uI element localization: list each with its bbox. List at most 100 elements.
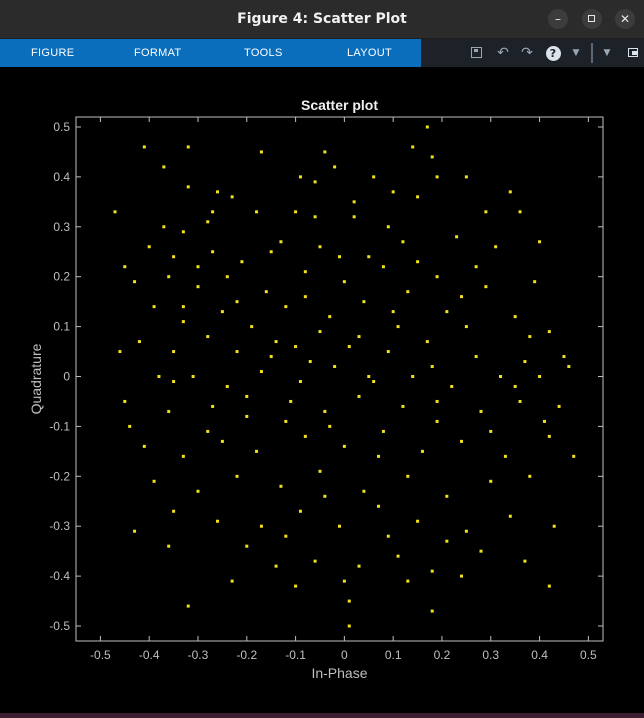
scatter-point bbox=[289, 399, 293, 403]
scatter-point bbox=[211, 210, 215, 214]
scatter-point bbox=[318, 469, 322, 473]
scatter-point bbox=[533, 280, 537, 284]
scatter-point bbox=[142, 145, 146, 149]
scatter-point bbox=[123, 399, 127, 403]
scatter-point bbox=[464, 175, 468, 179]
scatter-point bbox=[367, 375, 371, 379]
scatter-point bbox=[157, 375, 161, 379]
scatter-point bbox=[372, 175, 376, 179]
scatter-point bbox=[572, 454, 576, 458]
scatter-point bbox=[328, 315, 332, 319]
scatter-point bbox=[474, 265, 478, 269]
undo-icon[interactable]: ↶ bbox=[497, 45, 509, 61]
scatter-point bbox=[362, 300, 366, 304]
x-axis-label: In-Phase bbox=[311, 665, 367, 681]
scatter-point bbox=[474, 355, 478, 359]
save-icon[interactable] bbox=[466, 43, 486, 63]
scatter-point bbox=[255, 210, 259, 214]
scatter-point bbox=[357, 335, 361, 339]
close-icon: ✕ bbox=[619, 12, 631, 26]
scatter-point bbox=[181, 320, 185, 324]
scatter-point bbox=[245, 414, 249, 418]
scatter-point bbox=[381, 265, 385, 269]
scatter-point bbox=[406, 579, 410, 583]
scatter-point bbox=[191, 375, 195, 379]
scatter-point bbox=[147, 245, 151, 249]
scatter-point bbox=[411, 375, 415, 379]
scatter-point bbox=[230, 579, 234, 583]
scatter-point bbox=[211, 250, 215, 254]
x-tick-label: 0.4 bbox=[531, 648, 548, 662]
scatter-point bbox=[538, 375, 542, 379]
toolstrip-tabs: FIGURE FORMAT TOOLS LAYOUT bbox=[0, 39, 421, 67]
scatter-point bbox=[323, 150, 327, 154]
scatter-point bbox=[294, 345, 298, 349]
title-bar[interactable]: Figure 4: Scatter Plot – ✕ bbox=[0, 0, 644, 39]
tab-figure[interactable]: FIGURE bbox=[31, 47, 75, 59]
scatter-point bbox=[347, 624, 351, 628]
scatter-point bbox=[494, 245, 498, 249]
scatter-point bbox=[445, 539, 449, 543]
scatter-point bbox=[377, 504, 381, 508]
scatter-point bbox=[459, 295, 463, 299]
scatter-point bbox=[206, 429, 210, 433]
scatter-point bbox=[420, 449, 424, 453]
tab-tools[interactable]: TOOLS bbox=[244, 47, 283, 59]
help-dropdown-icon[interactable]: ▼ bbox=[572, 48, 580, 58]
scatter-point bbox=[450, 384, 454, 388]
scatter-point bbox=[503, 454, 507, 458]
scatter-point bbox=[142, 444, 146, 448]
y-tick-label: -0.2 bbox=[49, 469, 70, 483]
scatter-point bbox=[459, 574, 463, 578]
y-tick-label: -0.1 bbox=[49, 419, 70, 433]
y-tick-label: 0.4 bbox=[53, 170, 70, 184]
scatter-point bbox=[386, 534, 390, 538]
scatter-point bbox=[342, 280, 346, 284]
toolbar-separator bbox=[591, 43, 593, 63]
scatter-point bbox=[172, 379, 176, 383]
scatter-point bbox=[401, 404, 405, 408]
scatter-point bbox=[435, 175, 439, 179]
undock-icon[interactable] bbox=[623, 43, 643, 63]
scatter-point bbox=[274, 340, 278, 344]
scatter-point bbox=[396, 554, 400, 558]
scatter-point bbox=[308, 360, 312, 364]
tab-format[interactable]: FORMAT bbox=[134, 47, 182, 59]
x-tick-label: 0.2 bbox=[434, 648, 451, 662]
scatter-point bbox=[196, 285, 200, 289]
scatter-point bbox=[455, 235, 459, 239]
x-tick-label: 0.5 bbox=[580, 648, 597, 662]
scatter-point bbox=[318, 330, 322, 334]
scatter-point bbox=[181, 230, 185, 234]
scatter-point bbox=[557, 404, 561, 408]
dock-dropdown-icon[interactable]: ▼ bbox=[603, 48, 611, 58]
close-button[interactable]: ✕ bbox=[615, 9, 635, 29]
help-icon[interactable]: ? bbox=[543, 43, 563, 63]
redo-icon[interactable]: ↷ bbox=[521, 45, 533, 61]
minimize-button[interactable]: – bbox=[548, 9, 568, 29]
scatter-chart: Scatter plot In-Phase Quadrature -0.5 -0.… bbox=[0, 67, 644, 713]
scatter-point bbox=[313, 180, 317, 184]
tab-layout[interactable]: LAYOUT bbox=[347, 47, 392, 59]
scatter-point bbox=[225, 384, 229, 388]
window-title: Figure 4: Scatter Plot bbox=[237, 11, 407, 27]
scatter-points bbox=[113, 125, 576, 628]
scatter-point bbox=[391, 310, 395, 314]
scatter-point bbox=[464, 529, 468, 533]
scatter-point bbox=[279, 484, 283, 488]
x-tick-label: -0.4 bbox=[139, 648, 160, 662]
scatter-point bbox=[167, 275, 171, 279]
scatter-point bbox=[152, 479, 156, 483]
scatter-point bbox=[416, 195, 420, 199]
scatter-point bbox=[279, 240, 283, 244]
scatter-point bbox=[411, 145, 415, 149]
scatter-point bbox=[318, 245, 322, 249]
maximize-button[interactable] bbox=[582, 9, 602, 29]
scatter-point bbox=[123, 265, 127, 269]
scatter-point bbox=[269, 250, 273, 254]
scatter-point bbox=[211, 404, 215, 408]
scatter-point bbox=[181, 305, 185, 309]
scatter-point bbox=[328, 424, 332, 428]
scatter-point bbox=[298, 509, 302, 513]
scatter-point bbox=[245, 394, 249, 398]
